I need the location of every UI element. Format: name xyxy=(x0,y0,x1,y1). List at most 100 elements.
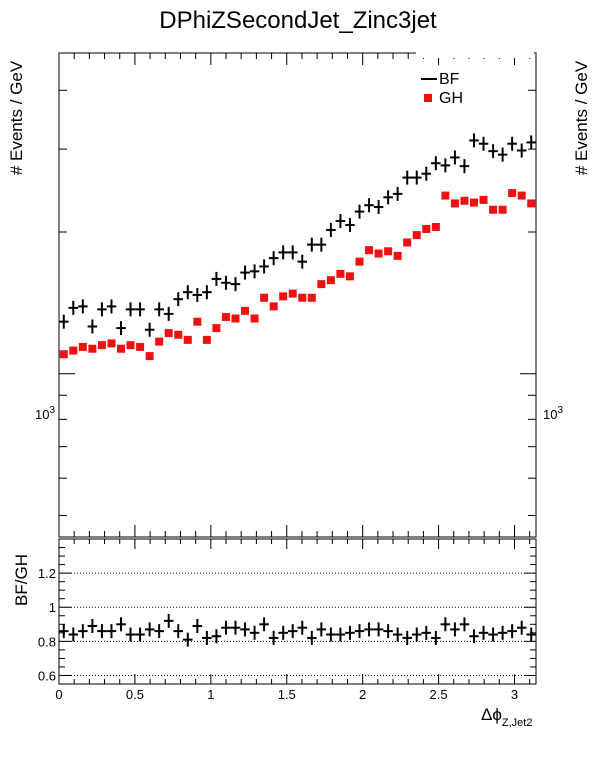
gh-point xyxy=(174,330,183,339)
bf-point xyxy=(488,144,498,159)
ratio-point xyxy=(364,622,374,637)
bf-point xyxy=(364,198,374,213)
ratio-y-tick-label: 0.6 xyxy=(38,668,56,683)
gh-point xyxy=(164,329,173,338)
ratio-point xyxy=(450,622,460,637)
bf-point xyxy=(259,259,269,274)
gh-point xyxy=(221,312,230,321)
bf-point xyxy=(354,204,365,219)
ratio-point xyxy=(154,624,164,639)
ratio-point xyxy=(526,627,536,642)
gh-point xyxy=(59,350,68,359)
ratio-point xyxy=(230,620,241,635)
gh-point xyxy=(145,352,154,361)
bf-point xyxy=(230,277,241,292)
bf-point xyxy=(478,136,489,151)
ratio-point xyxy=(373,622,384,637)
bf-point xyxy=(163,306,174,321)
gh-point xyxy=(489,205,498,214)
x-tick-label: 2 xyxy=(359,687,366,702)
ratio-point xyxy=(488,627,498,642)
bf-point xyxy=(469,133,479,148)
x-tick-label: 2.5 xyxy=(430,687,448,702)
gh-point xyxy=(231,314,240,323)
gh-point xyxy=(250,314,259,323)
gh-point xyxy=(336,269,345,278)
ratio-point xyxy=(402,630,412,645)
bf-point xyxy=(78,299,88,314)
main-plot-frame xyxy=(58,52,537,538)
ratio-point xyxy=(78,624,88,639)
gh-point xyxy=(517,191,526,200)
ratio-point xyxy=(249,625,260,640)
bf-point xyxy=(450,150,460,165)
gh-point xyxy=(155,337,164,346)
ratio-point xyxy=(221,620,231,635)
bf-point xyxy=(526,135,536,150)
bf-point xyxy=(125,302,136,317)
bf-point xyxy=(221,275,231,290)
bf-point xyxy=(421,166,432,181)
ratio-point xyxy=(287,624,298,639)
ratio-point xyxy=(211,629,222,644)
ratio-point xyxy=(106,624,117,639)
ratio-point xyxy=(478,625,489,640)
ratio-point xyxy=(192,619,203,633)
x-axis-label-sub: Z,Jet2 xyxy=(502,717,533,729)
bf-point xyxy=(59,314,69,329)
bf-point xyxy=(202,285,212,300)
gh-point xyxy=(450,199,459,208)
gh-point xyxy=(279,292,288,301)
main-plot-panel: 103 103 # Events / GeV # Events / GeV BF… xyxy=(7,52,591,538)
y-axis-label-right: # Events / GeV xyxy=(572,60,591,175)
ratio-point xyxy=(392,627,403,642)
gh-point xyxy=(422,224,431,233)
gh-point xyxy=(469,198,478,207)
bf-point xyxy=(316,237,327,252)
bf-point xyxy=(144,322,155,337)
ratio-y-tick-label: 1 xyxy=(49,600,56,615)
gh-point xyxy=(508,189,517,198)
legend-marker-gh xyxy=(424,94,432,102)
ratio-point xyxy=(516,620,527,635)
bf-point xyxy=(106,299,117,314)
ratio-point xyxy=(335,627,346,642)
bf-point xyxy=(211,271,222,286)
gh-point xyxy=(78,342,87,351)
ratio-point xyxy=(459,617,470,632)
main-plot-points xyxy=(59,133,536,361)
gh-point xyxy=(345,272,354,281)
bf-point xyxy=(307,237,317,252)
ratio-point xyxy=(59,624,69,639)
ratio-point xyxy=(278,625,288,640)
gh-point xyxy=(326,276,335,285)
ratio-plot-panel: 0.6 0.8 1 1.2 0 0.5 1 1.5 2 2.5 3 BF/GH ΔϕZ,Jet2 xyxy=(12,538,537,729)
gh-point xyxy=(97,341,106,350)
ratio-point xyxy=(383,624,393,639)
ratio-point xyxy=(240,622,250,637)
bf-point xyxy=(383,190,393,205)
ratio-point xyxy=(97,624,107,639)
ratio-point xyxy=(497,625,508,640)
ratio-point xyxy=(316,622,327,637)
ratio-point xyxy=(163,613,174,628)
bf-point xyxy=(373,200,384,215)
ratio-point xyxy=(411,627,422,642)
bf-point xyxy=(240,265,250,280)
bf-point xyxy=(68,300,79,315)
ratio-point xyxy=(183,632,193,647)
gh-point xyxy=(69,346,78,355)
bf-point xyxy=(497,147,508,162)
bf-point xyxy=(116,321,126,336)
ratio-y-tick-label: 1.2 xyxy=(38,566,56,581)
ratio-point xyxy=(135,627,145,642)
gh-point xyxy=(460,196,469,205)
bf-point xyxy=(287,245,298,260)
ratio-plot-frame xyxy=(58,538,537,685)
ratio-plot-points xyxy=(59,613,536,647)
bf-point xyxy=(326,222,336,237)
bf-point xyxy=(392,186,403,201)
gh-point xyxy=(107,339,116,348)
bf-point xyxy=(411,170,422,185)
